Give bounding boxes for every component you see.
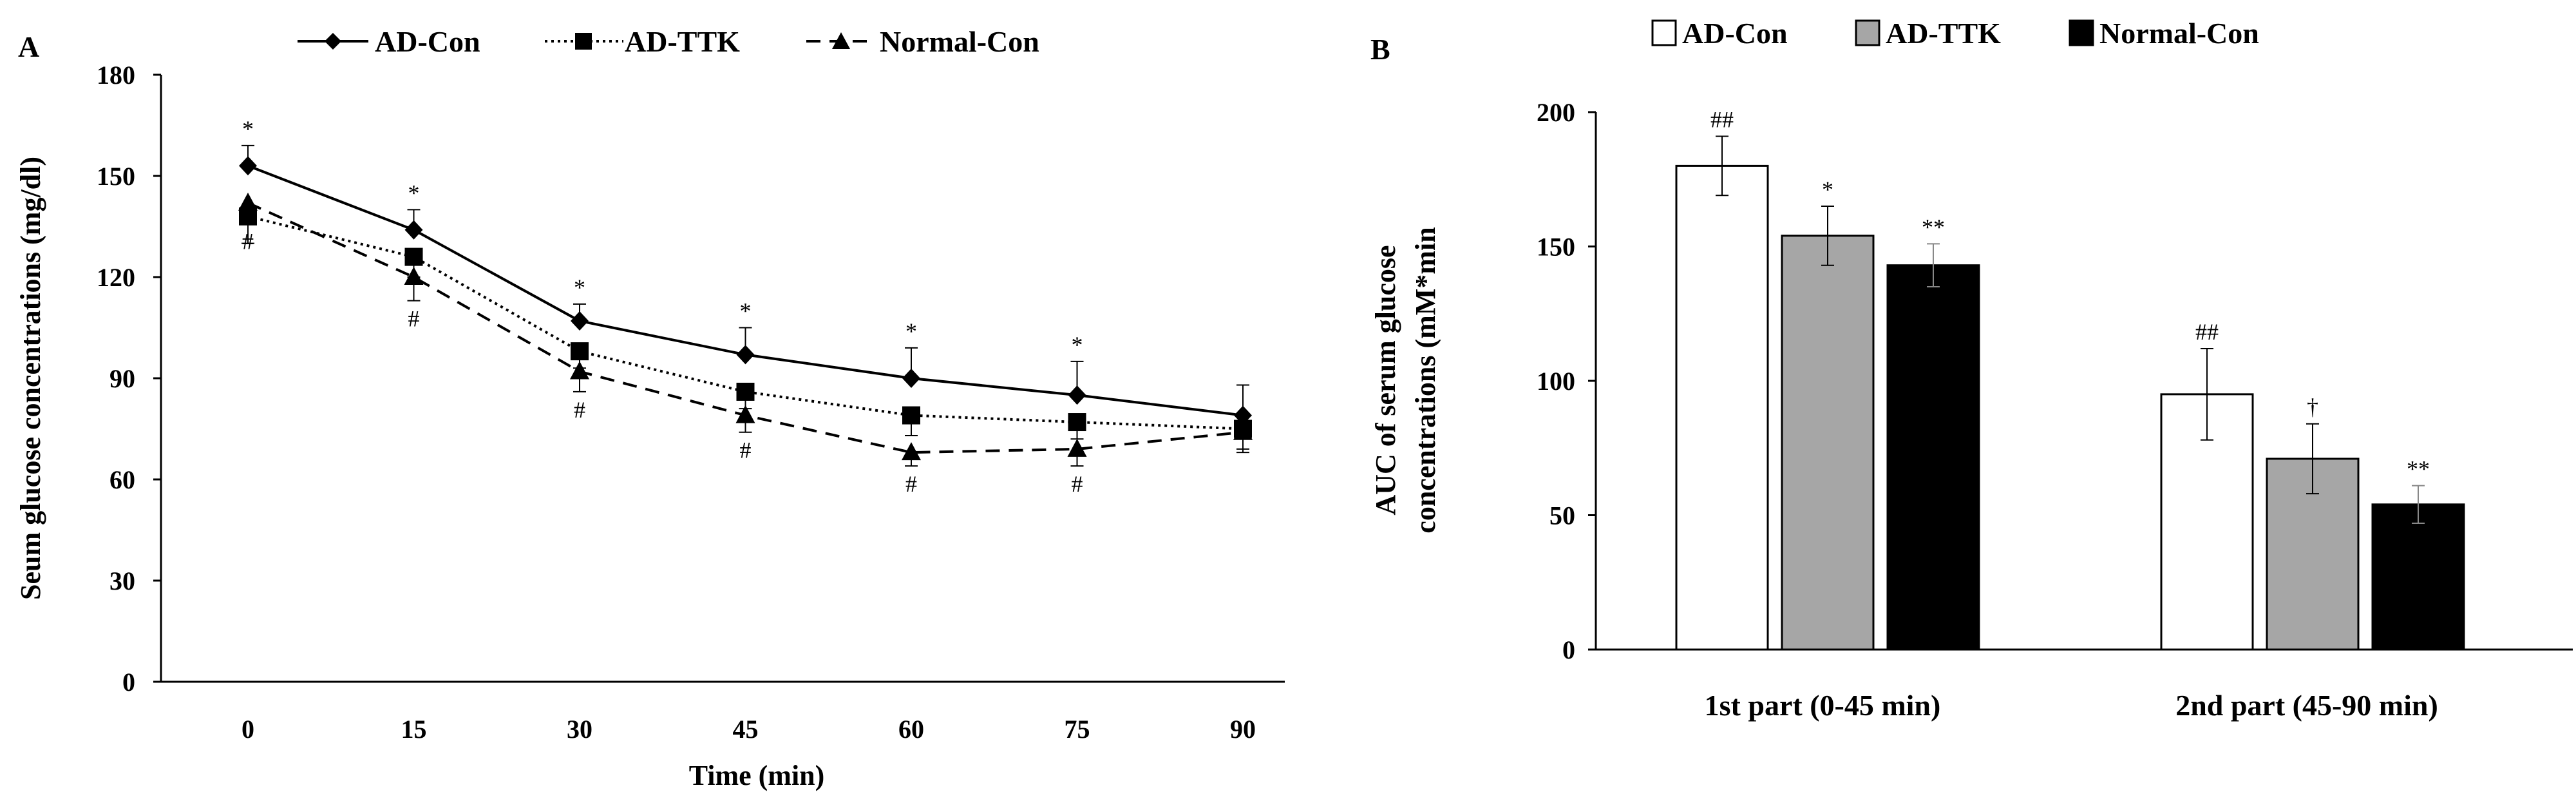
significance-mark: # [905, 471, 917, 497]
bar-normal-con [1886, 264, 1980, 651]
data-point [1067, 438, 1087, 457]
significance-mark: * [242, 116, 254, 142]
data-point [1233, 421, 1253, 440]
x-axis-title: Time (min) [689, 760, 825, 791]
x-tick-label: 30 [567, 715, 592, 744]
y-axis-title-line-1: AUC of serum glucose [1370, 245, 1401, 515]
category-label: 2nd part (45-90 min) [2175, 689, 2438, 722]
significance-mark: ** [2407, 456, 2430, 482]
legend-label-ad-con-b: AD-Con [1682, 17, 1788, 50]
data-point [571, 311, 589, 331]
data-point [404, 220, 423, 240]
significance-mark: ## [2195, 319, 2219, 345]
data-point [736, 382, 755, 401]
y-tick-label: 60 [109, 465, 135, 494]
significance-mark: # [242, 228, 254, 254]
significance-mark: * [408, 180, 420, 206]
x-axis-ticks: 0 15 30 45 60 75 90 [242, 715, 1256, 744]
significance-mark: † [2307, 394, 2318, 420]
legend-label-normal-con: Normal-Con [880, 25, 1039, 58]
significance-mark: * [1072, 332, 1083, 358]
x-tick-label: 0 [242, 715, 254, 744]
panel-b-label: B [1370, 33, 1390, 66]
y-tick-label: 200 [1537, 98, 1575, 127]
y-axis-title-line-2: concentrations (mM*min [1410, 227, 1441, 533]
series-normal-con: # # # # # # [238, 192, 1253, 497]
data-point [571, 342, 589, 361]
data-point [404, 267, 424, 285]
x-tick-label: 90 [1230, 715, 1256, 744]
legend-line-chart: AD-Con AD-TTK Normal-Con [298, 25, 1039, 58]
legend-bar-chart: AD-Con AD-TTK Normal-Con [1651, 17, 2259, 50]
y-tick-label: 90 [109, 364, 135, 393]
bar-ad-con [1675, 164, 1769, 651]
data-point [1068, 385, 1086, 405]
x-tick-label: 45 [733, 715, 759, 744]
y-tick-label: 0 [122, 668, 135, 697]
bar-series-group: ##***1st part (0-45 min)##†**2nd part (4… [1675, 107, 2465, 722]
x-tick-label: 15 [401, 715, 427, 744]
significance-mark: # [408, 306, 420, 332]
significance-mark: # [574, 397, 585, 423]
y-tick-label: 180 [97, 61, 135, 90]
y-tick-label: 150 [97, 162, 135, 191]
y-tick-label: 120 [97, 263, 135, 292]
significance-mark: # [1072, 471, 1083, 497]
series-ad-con: * * * * * * [239, 116, 1252, 425]
data-point [1068, 413, 1086, 432]
data-point [902, 442, 921, 461]
significance-mark: * [1822, 177, 1833, 202]
category-label: 1st part (0-45 min) [1705, 689, 1941, 722]
y-tick-label: 50 [1549, 501, 1575, 530]
data-point [239, 156, 257, 176]
line-series-group: * * * * * * # # # # # # [238, 116, 1253, 497]
line-chart-panel: A AD-Con AD-TTK Normal-Con 0306090120150… [15, 25, 1285, 791]
series-line-ad-con [247, 164, 1244, 417]
bar-normal-con [2371, 503, 2465, 651]
y-axis-ticks: 0 30 60 90 120 150 180 [97, 61, 161, 697]
data-point [735, 405, 755, 423]
legend-marker-ad-ttk [575, 33, 592, 50]
data-point [736, 345, 755, 365]
x-tick-label: 60 [898, 715, 924, 744]
y-tick-label: 150 [1537, 233, 1575, 262]
bar-chart-panel: B AD-Con AD-TTK Normal-Con 050100150200 … [1370, 17, 2573, 722]
y-tick-label: 30 [109, 566, 135, 595]
data-point [238, 192, 258, 211]
panel-a-label: A [18, 30, 39, 63]
significance-mark: * [905, 318, 917, 344]
data-point [570, 361, 589, 380]
y-axis-ticks-b: 0 50 100 150 200 [1537, 98, 1596, 664]
legend-label-normal-con-b: Normal-Con [2099, 17, 2259, 50]
bar-group-2: ## † ** 2nd part (45-90 min) [2160, 319, 2465, 722]
legend-marker-normal-con [832, 32, 850, 49]
data-point [404, 247, 423, 266]
data-point [902, 406, 920, 425]
significance-mark: ** [1922, 214, 1945, 240]
x-tick-label: 75 [1065, 715, 1090, 744]
bar-ad-ttk [1781, 235, 1875, 651]
legend-label-ad-ttk: AD-TTK [625, 25, 740, 58]
legend-swatch-normal-con [2069, 19, 2094, 46]
legend-label-ad-con: AD-Con [375, 25, 480, 58]
significance-mark: # [740, 438, 752, 463]
significance-mark: ## [1710, 107, 1734, 133]
y-tick-label: 100 [1537, 367, 1575, 396]
data-point [902, 369, 920, 388]
y-axis-title: Seum glucose concentrations (mg/dl) [15, 157, 46, 600]
significance-mark: * [740, 298, 752, 324]
legend-swatch-ad-con [1651, 19, 1677, 46]
significance-mark: * [574, 275, 585, 300]
legend-label-ad-ttk-b: AD-TTK [1886, 17, 2001, 50]
legend-marker-ad-con [325, 33, 341, 50]
bar-group-1: ##***1st part (0-45 min) [1675, 107, 1980, 722]
y-tick-label: 0 [1562, 635, 1575, 664]
legend-swatch-ad-ttk [1855, 19, 1880, 46]
